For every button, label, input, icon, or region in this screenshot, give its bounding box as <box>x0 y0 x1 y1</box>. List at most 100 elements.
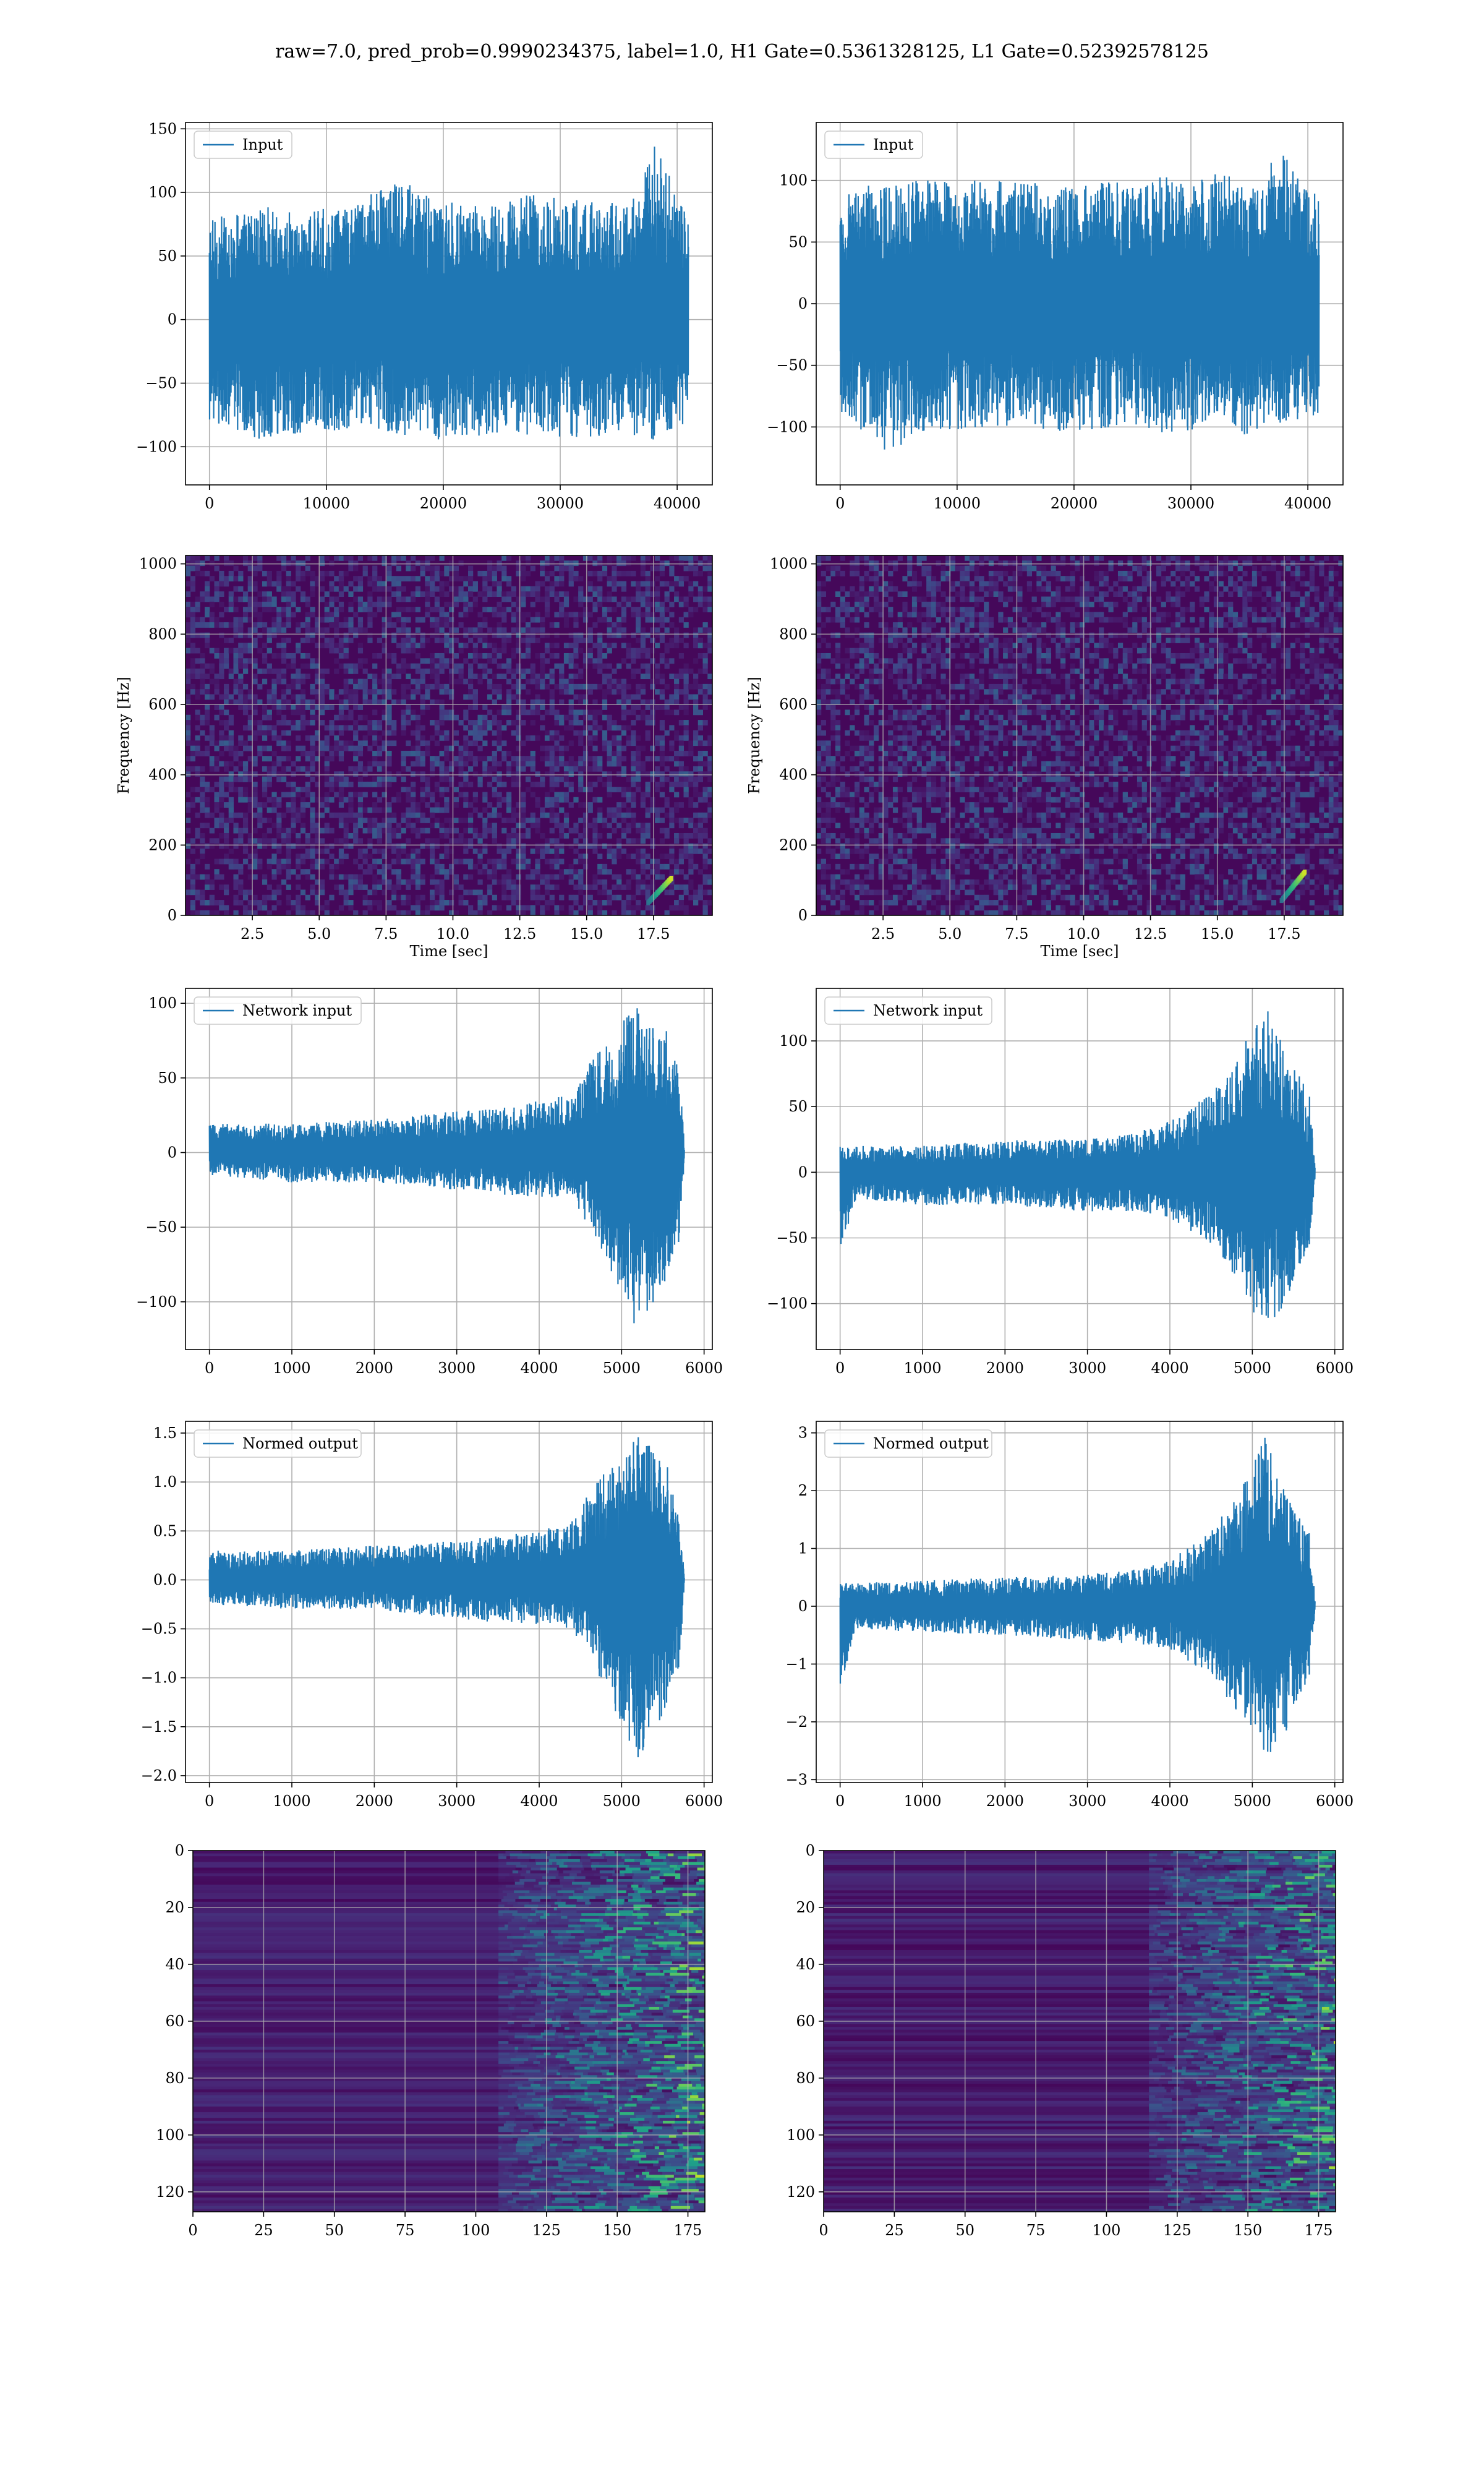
y-tick-label: 0 <box>798 295 808 312</box>
x-tick-label: 150 <box>603 2222 631 2239</box>
l1-spectrogram-xlabel: Time [sec] <box>1041 943 1119 960</box>
h1-normed-output-plot-area <box>186 1421 712 1783</box>
y-tick-label: 400 <box>148 766 177 784</box>
x-tick-label: 10000 <box>303 495 350 512</box>
legend-label: Normed output <box>873 1435 989 1452</box>
l1-spectrogram-axes-frame <box>816 555 1344 916</box>
y-tick-label: 400 <box>779 766 808 784</box>
y-tick-label: 600 <box>148 696 177 713</box>
y-tick-label: 100 <box>787 2126 815 2144</box>
l1-qtransform-plot-area <box>824 1851 1336 2212</box>
y-tick-label: −100 <box>767 1295 808 1312</box>
x-tick-label: 7.5 <box>1005 925 1028 943</box>
y-tick-label: 0.5 <box>153 1522 177 1539</box>
x-tick-label: 0 <box>819 2222 828 2239</box>
y-tick-label: 0 <box>168 907 177 924</box>
l1-normed-output-axes-frame <box>816 1421 1344 1783</box>
x-tick-label: 4000 <box>1151 1792 1188 1810</box>
y-tick-label: 20 <box>796 1899 815 1916</box>
h1-spectrogram-ylabel: Frequency [Hz] <box>115 677 132 794</box>
y-tick-label: 0.0 <box>153 1571 177 1588</box>
y-tick-label: −100 <box>767 418 808 435</box>
y-tick-label: 100 <box>779 1032 808 1050</box>
legend-label: Input <box>242 136 283 153</box>
x-tick-label: 5000 <box>1234 1359 1271 1377</box>
x-tick-label: 10.0 <box>1067 925 1100 943</box>
x-tick-label: 5000 <box>1234 1792 1271 1810</box>
y-tick-label: −2 <box>786 1713 808 1731</box>
y-tick-label: 3 <box>798 1424 808 1442</box>
y-tick-label: −3 <box>786 1771 808 1788</box>
x-tick-label: 125 <box>532 2222 561 2239</box>
legend-label: Network input <box>873 1002 983 1019</box>
x-tick-label: 4000 <box>520 1792 558 1810</box>
x-tick-label: 25 <box>254 2222 273 2239</box>
x-tick-label: 175 <box>1305 2222 1333 2239</box>
y-tick-label: 100 <box>148 184 177 201</box>
y-tick-label: −50 <box>145 1218 177 1236</box>
h1-qtransform-plot-area <box>193 1851 705 2212</box>
y-tick-label: 0 <box>168 311 177 328</box>
y-tick-label: 800 <box>148 625 177 643</box>
l1-input-legend: Input <box>824 131 923 159</box>
h1-input-axes-frame <box>185 122 713 486</box>
y-tick-label: −0.5 <box>141 1620 177 1638</box>
l1-normed-output-legend: Normed output <box>824 1429 992 1458</box>
h1-normed-output-series-line <box>208 1437 685 1758</box>
y-tick-label: 50 <box>158 247 177 265</box>
y-tick-label: 1.5 <box>153 1424 177 1442</box>
y-tick-label: 60 <box>796 2013 815 2030</box>
l1-spectrogram-ylabel: Frequency [Hz] <box>746 677 763 794</box>
y-tick-label: 40 <box>796 1956 815 1973</box>
x-tick-label: 150 <box>1234 2222 1262 2239</box>
l1-network-input-plot-area <box>816 988 1343 1350</box>
h1-spectrogram-plot-area <box>186 555 712 915</box>
h1-spectrogram-axes-frame <box>185 555 713 916</box>
legend-label: Input <box>873 136 914 153</box>
l1-network-input-chart: 0 1000 2000 3000 4000 5000 6000 −100 −50 0 50 100 Ne… <box>767 988 1354 1377</box>
x-tick-label: 50 <box>325 2222 344 2239</box>
y-tick-label: 50 <box>788 1098 808 1115</box>
x-tick-label: 175 <box>674 2222 702 2239</box>
h1-spectrogram-chart: 2.5 5.0 7.5 10.0 12.5 15.0 17.5 0 200 400 600 800 10… <box>115 555 713 960</box>
l1-spectrogram-chirp-pixel <box>1303 869 1307 875</box>
y-tick-label: 2 <box>798 1482 808 1499</box>
h1-qtransform-chart: 0 25 50 75 100 125 150 175 0 20 40 60 80 100 120 <box>156 1842 706 2239</box>
l1-network-input-axes-frame <box>816 988 1344 1350</box>
y-tick-label: 100 <box>779 172 808 189</box>
h1-input-series-line <box>208 146 689 440</box>
h1-normed-output-chart: 0 1000 2000 3000 4000 5000 6000 −2.0 −1.5 −1.0 −0.… <box>141 1421 723 1810</box>
x-tick-label: 1000 <box>273 1792 310 1810</box>
y-tick-label: 0 <box>798 1163 808 1181</box>
x-tick-label: 40000 <box>1284 495 1331 512</box>
x-tick-label: 2000 <box>356 1359 393 1377</box>
x-tick-label: 6000 <box>685 1792 723 1810</box>
l1-qtransform-chart: 0 25 50 75 100 125 150 175 0 20 40 60 80 100 120 <box>787 1842 1336 2239</box>
l1-input-plot-area <box>816 122 1343 485</box>
y-tick-label: 80 <box>796 2070 815 2087</box>
x-tick-label: 40000 <box>654 495 701 512</box>
l1-qtransform-axes-frame <box>823 1850 1336 2212</box>
y-tick-label: −1.0 <box>141 1669 177 1687</box>
h1-network-input-axes-frame <box>185 988 713 1350</box>
x-tick-label: 0 <box>205 1359 214 1377</box>
x-tick-label: 5.0 <box>938 925 962 943</box>
x-tick-label: 0 <box>835 495 845 512</box>
y-tick-label: −1 <box>786 1655 808 1672</box>
h1-qtransform-axes-frame <box>192 1850 706 2212</box>
y-tick-label: 0 <box>168 1144 177 1161</box>
x-tick-label: 0 <box>205 1792 214 1810</box>
x-tick-label: 75 <box>396 2222 415 2239</box>
y-tick-label: −100 <box>136 1293 177 1311</box>
h1-normed-output-legend: Normed output <box>194 1429 362 1458</box>
legend-label: Network input <box>242 1002 352 1019</box>
y-tick-label: 600 <box>779 696 808 713</box>
x-tick-label: 12.5 <box>503 925 536 943</box>
h1-input-plot-area <box>186 122 712 485</box>
h1-network-input-plot-area <box>186 988 712 1350</box>
figure-suptitle: raw=7.0, pred_prob=0.9990234375, label=1… <box>275 41 1209 62</box>
x-tick-label: 2000 <box>986 1359 1024 1377</box>
l1-network-input-legend: Network input <box>824 996 992 1025</box>
y-tick-label: 0 <box>798 907 808 924</box>
x-tick-label: 20000 <box>1051 495 1098 512</box>
